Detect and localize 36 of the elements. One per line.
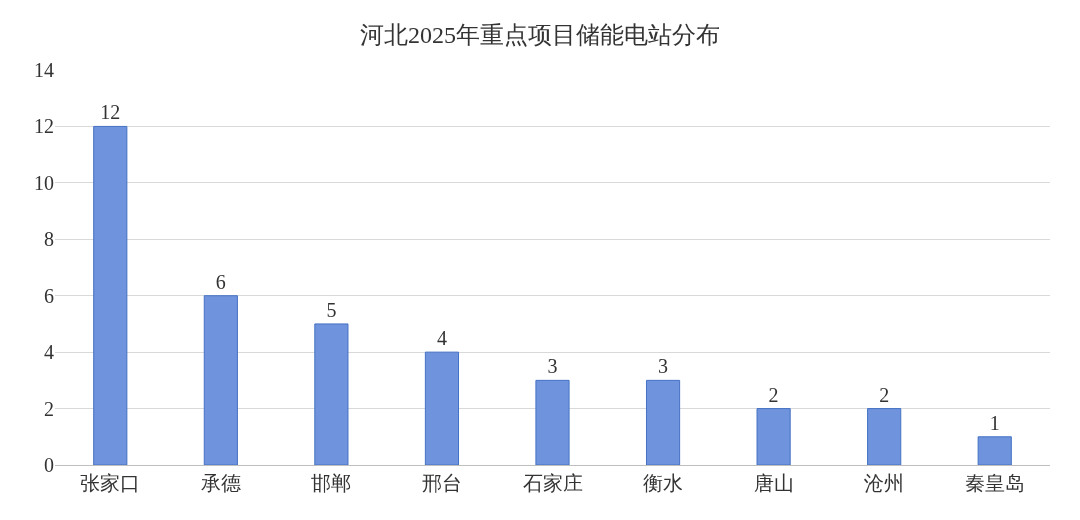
x-tick-label: 唐山 bbox=[753, 472, 794, 494]
bar bbox=[314, 323, 349, 465]
bar bbox=[424, 351, 460, 465]
data-label: 2 bbox=[879, 383, 890, 406]
bar bbox=[645, 379, 681, 465]
bar bbox=[867, 408, 902, 465]
bar bbox=[93, 125, 128, 465]
data-label: 5 bbox=[326, 298, 337, 321]
data-label: 6 bbox=[215, 270, 226, 293]
x-tick-label: 秦皇岛 bbox=[964, 472, 1025, 494]
data-label: 4 bbox=[436, 327, 447, 350]
x-tick-label: 沧州 bbox=[864, 472, 905, 494]
x-tick-label: 石家庄 bbox=[522, 472, 583, 494]
data-label: 3 bbox=[658, 355, 669, 378]
y-tick-label: 0 bbox=[44, 454, 54, 476]
bar bbox=[203, 295, 238, 465]
data-label: 1 bbox=[989, 411, 1000, 434]
y-tick-label: 14 bbox=[34, 59, 54, 81]
x-tick-label: 邯郸 bbox=[311, 472, 352, 494]
x-tick-label: 衡水 bbox=[643, 472, 684, 494]
data-label: 12 bbox=[100, 101, 121, 124]
x-tick-label: 张家口 bbox=[80, 472, 141, 494]
bar bbox=[535, 379, 570, 465]
data-label: 3 bbox=[547, 355, 558, 378]
x-tick-label: 承德 bbox=[200, 472, 241, 494]
y-tick-label: 6 bbox=[44, 284, 54, 307]
y-tick-label: 12 bbox=[34, 115, 54, 138]
bar bbox=[756, 408, 791, 465]
chart-title: 河北2025年重点项目储能电站分布 bbox=[360, 21, 720, 48]
y-tick-label: 4 bbox=[44, 341, 54, 364]
x-tick-label: 邢台 bbox=[421, 472, 462, 494]
y-tick-label: 8 bbox=[44, 228, 54, 251]
y-tick-label: 10 bbox=[34, 171, 54, 194]
bar bbox=[977, 436, 1012, 465]
y-tick-label: 2 bbox=[44, 397, 54, 420]
data-label: 2 bbox=[768, 383, 779, 406]
